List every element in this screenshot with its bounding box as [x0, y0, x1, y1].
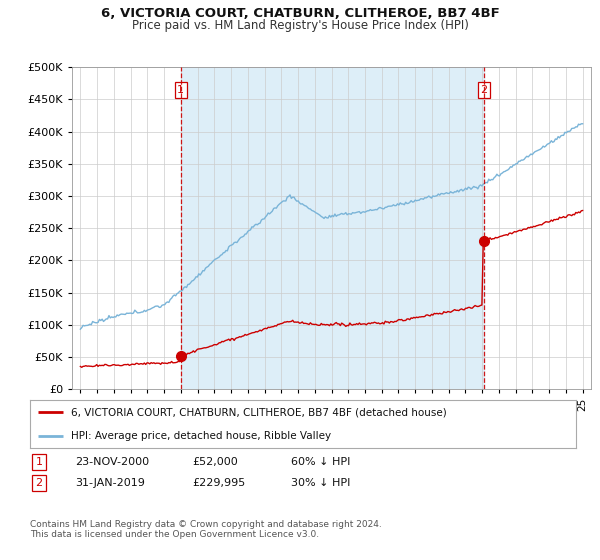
Text: Price paid vs. HM Land Registry's House Price Index (HPI): Price paid vs. HM Land Registry's House … — [131, 19, 469, 32]
Text: 60% ↓ HPI: 60% ↓ HPI — [291, 457, 350, 467]
Text: HPI: Average price, detached house, Ribble Valley: HPI: Average price, detached house, Ribb… — [71, 431, 331, 441]
Text: Contains HM Land Registry data © Crown copyright and database right 2024.
This d: Contains HM Land Registry data © Crown c… — [30, 520, 382, 539]
Text: 6, VICTORIA COURT, CHATBURN, CLITHEROE, BB7 4BF: 6, VICTORIA COURT, CHATBURN, CLITHEROE, … — [101, 7, 499, 20]
Text: 6, VICTORIA COURT, CHATBURN, CLITHEROE, BB7 4BF (detached house): 6, VICTORIA COURT, CHATBURN, CLITHEROE, … — [71, 407, 446, 417]
Text: 1: 1 — [35, 457, 43, 467]
Text: £52,000: £52,000 — [192, 457, 238, 467]
Text: 2: 2 — [480, 85, 487, 95]
Text: 30% ↓ HPI: 30% ↓ HPI — [291, 478, 350, 488]
Text: £229,995: £229,995 — [192, 478, 245, 488]
Text: 23-NOV-2000: 23-NOV-2000 — [75, 457, 149, 467]
Bar — [181, 67, 484, 389]
Text: 1: 1 — [178, 85, 184, 95]
Text: 2: 2 — [35, 478, 43, 488]
Text: 31-JAN-2019: 31-JAN-2019 — [75, 478, 145, 488]
